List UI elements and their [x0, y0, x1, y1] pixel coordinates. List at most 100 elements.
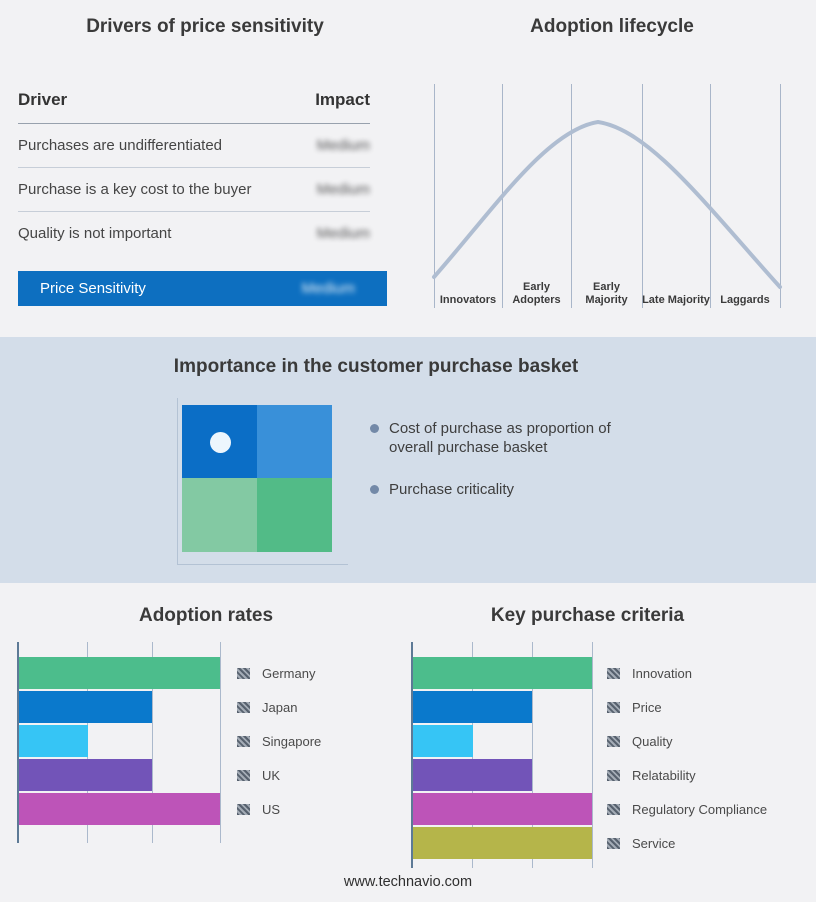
- hatched-swatch-icon: [237, 667, 250, 679]
- bullet-icon: [370, 485, 379, 494]
- purchase-basket-band: [0, 337, 816, 583]
- legend-item: US: [237, 793, 321, 825]
- purchase-criteria-chart: [411, 642, 593, 868]
- bar-relatability: [413, 759, 533, 791]
- legend-item: Service: [607, 827, 767, 859]
- bell-curve-svg: [432, 119, 782, 289]
- bullet-text: Purchase criticality: [389, 481, 515, 498]
- legend-label: Price: [632, 699, 662, 715]
- y-axis-line: [17, 642, 19, 843]
- hatched-swatch-icon: [607, 667, 620, 679]
- legend-label: Germany: [262, 665, 316, 681]
- driver-cell: Purchase is a key cost to the buyer: [18, 181, 252, 198]
- bar-singapore: [19, 725, 88, 757]
- bar-quality: [413, 725, 473, 757]
- legend-item: Quality: [607, 725, 767, 757]
- price-sensitivity-highlight-row: Price Sensitivity Medium: [18, 271, 387, 306]
- purchase-criteria-title: Key purchase criteria: [490, 605, 685, 626]
- legend-item: Relatability: [607, 759, 767, 791]
- impact-cell-redacted: Medium: [301, 280, 355, 297]
- legend-item: Singapore: [237, 725, 321, 757]
- legend-label: Regulatory Compliance: [632, 801, 768, 817]
- impact-cell-redacted: Medium: [316, 225, 370, 242]
- hatched-swatch-icon: [607, 837, 620, 849]
- driver-cell: Purchases are undifferentiated: [18, 137, 223, 154]
- stage-label: Innovators: [439, 294, 497, 306]
- stage-gridline: [571, 84, 572, 308]
- legend-item: Japan: [237, 691, 321, 723]
- purchase-criteria-legend: Innovation Price Quality Relatability Re…: [607, 657, 767, 861]
- drivers-table-title: Drivers of price sensitivity: [86, 16, 324, 37]
- stage-label: Laggards: [720, 294, 770, 306]
- stage-gridline: [642, 84, 643, 308]
- impact-cell-redacted: Medium: [316, 137, 370, 154]
- bar-service: [413, 827, 592, 859]
- bullet-item: Purchase criticality: [370, 480, 616, 499]
- bar-us: [19, 793, 220, 825]
- legend-label: US: [262, 801, 281, 817]
- bar-japan: [19, 691, 153, 723]
- website-footer: www.technavio.com: [343, 874, 473, 890]
- gridline: [220, 642, 221, 843]
- stage-label: Early Majority: [585, 281, 628, 306]
- legend-item: Regulatory Compliance: [607, 793, 767, 825]
- legend-label: Singapore: [262, 733, 322, 749]
- position-marker-dot: [210, 432, 231, 453]
- legend-item: Price: [607, 691, 767, 723]
- quadrant-bottom-right: [257, 478, 332, 552]
- legend-item: UK: [237, 759, 321, 791]
- adoption-bell-curve: [432, 119, 782, 289]
- quadrant-y-axis: [177, 398, 178, 565]
- table-row: Purchase is a key cost to the buyer Medi…: [18, 168, 370, 212]
- driver-column-header: Driver: [18, 90, 68, 109]
- quadrant-bottom-left: [182, 478, 257, 552]
- legend-label: Quality: [632, 733, 673, 749]
- hatched-swatch-icon: [237, 735, 250, 747]
- legend-item: Innovation: [607, 657, 767, 689]
- price-sensitivity-label: Price Sensitivity: [40, 280, 146, 297]
- stage-gridline: [434, 84, 435, 308]
- gridline: [592, 642, 593, 868]
- purchase-basket-quadrant: [182, 405, 332, 552]
- bar-germany: [19, 657, 220, 689]
- drivers-table: Driver Impact Purchases are undifferenti…: [18, 90, 370, 255]
- stage-label: Early Adopters: [512, 281, 561, 306]
- table-row: Purchases are undifferentiated Medium: [18, 124, 370, 168]
- adoption-rates-legend: Germany Japan Singapore UK US: [237, 657, 321, 827]
- bullet-icon: [370, 424, 379, 433]
- adoption-rates-chart: [17, 642, 221, 843]
- bullet-item: Cost of purchase as proportion of overal…: [370, 419, 616, 457]
- bars-group: [413, 657, 592, 861]
- hatched-swatch-icon: [607, 735, 620, 747]
- drivers-table-header: Driver Impact: [18, 90, 370, 124]
- legend-label: Innovation: [632, 665, 692, 681]
- stage-gridline: [710, 84, 711, 308]
- hatched-swatch-icon: [607, 803, 620, 815]
- legend-label: Relatability: [632, 767, 696, 783]
- quadrant-x-axis: [177, 564, 348, 565]
- legend-label: Japan: [262, 699, 298, 715]
- gridline: [151, 642, 153, 843]
- impact-cell-redacted: Medium: [316, 181, 370, 198]
- bar-innovation: [413, 657, 592, 689]
- legend-label: UK: [262, 767, 281, 783]
- bar-price: [413, 691, 533, 723]
- gridline: [532, 642, 534, 868]
- table-row: Quality is not important Medium: [18, 212, 370, 255]
- y-axis-line: [411, 642, 413, 868]
- bar-regulatory-compliance: [413, 793, 592, 825]
- hatched-swatch-icon: [237, 803, 250, 815]
- legend-label: Service: [632, 835, 676, 851]
- stage-gridline: [780, 84, 781, 308]
- hatched-swatch-icon: [607, 701, 620, 713]
- hatched-swatch-icon: [237, 769, 250, 781]
- stage-label: Late Majority: [642, 294, 710, 306]
- adoption-rates-title: Adoption rates: [138, 605, 274, 626]
- driver-cell: Quality is not important: [18, 225, 172, 242]
- lifecycle-title: Adoption lifecycle: [530, 16, 694, 37]
- bullet-text: Cost of purchase as proportion of overal…: [389, 420, 611, 456]
- quadrant-top-right: [257, 405, 332, 478]
- purchase-basket-title: Importance in the customer purchase bask…: [173, 356, 579, 377]
- legend-item: Germany: [237, 657, 321, 689]
